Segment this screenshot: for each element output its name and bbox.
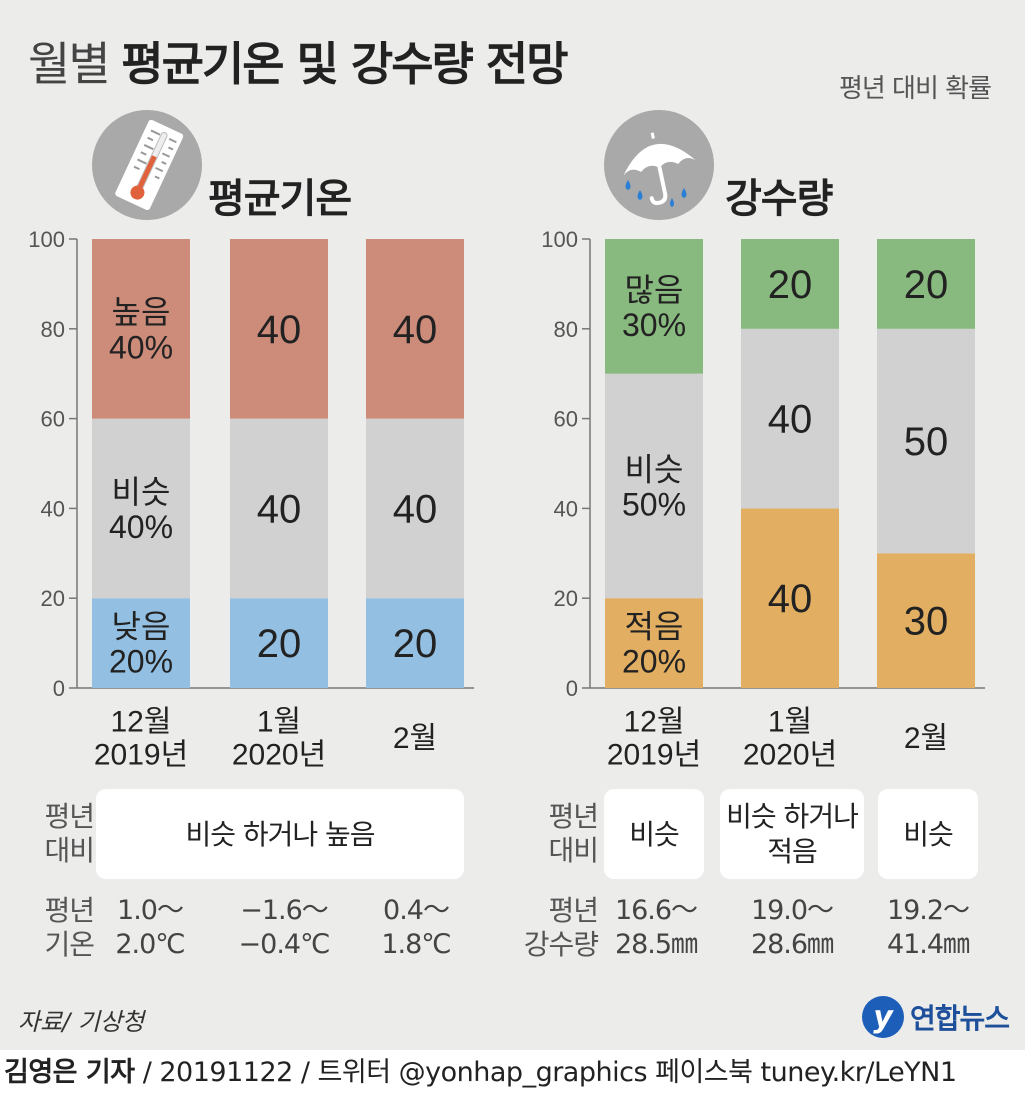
temp-tick-label-0: 0 <box>53 676 65 701</box>
temp-tick-label-40: 40 <box>41 496 65 521</box>
temp-normal-dec: 1.0～ 2.0℃ <box>115 895 185 960</box>
temp-bar-비슷-1 <box>230 418 328 599</box>
temp-tick-label-100: 100 <box>28 227 65 252</box>
title-main: 평균기온 및 강수량 전망 <box>121 37 568 91</box>
logo-text: 연합뉴스 <box>910 1002 1010 1035</box>
umbrella-rain-icon <box>604 110 714 220</box>
rain-bar-많음-0 <box>605 239 703 374</box>
temp-tick-label-80: 80 <box>41 317 65 342</box>
credit-author: 김영은 기자 <box>4 1057 135 1088</box>
temp-data-label-낮음-0: 낮음 20% <box>109 609 173 680</box>
stacked-bar-charts: 0 20 40 60 80 100 낮음 20% 비슷 40% 높음 40% 12월 2019년 20 40 4… <box>28 227 985 772</box>
temp-bar-비슷-0 <box>92 418 190 599</box>
temp-bar-낮음-0 <box>92 598 190 688</box>
temp-compare-label: 평년 대비 <box>44 800 95 867</box>
title-month: 월별 <box>28 37 111 91</box>
rain-compare-box-jan: 비슷 하거나 적음 <box>720 789 864 879</box>
rain-tick-label-80: 80 <box>554 317 578 342</box>
rain-bar-비슷-1 <box>741 328 839 509</box>
rain-category-label-1: 1월 2020년 <box>743 706 837 772</box>
rain-bar-많음-1 <box>741 239 839 329</box>
rain-panel-title: 강수량 <box>725 176 833 222</box>
rain-bar-적음-1 <box>741 508 839 688</box>
temp-category-label-2: 2월 <box>393 722 437 755</box>
rain-tick-label-40: 40 <box>554 496 578 521</box>
rain-bar-비슷-0 <box>605 373 703 599</box>
temp-panel-title: 평균기온 <box>208 176 352 222</box>
temp-compare-box: 비슷 하거나 높음 <box>96 789 464 879</box>
thermometer-icon <box>92 110 202 220</box>
logo-mark: y <box>862 996 904 1038</box>
rain-data-label-적음-1: 40 <box>768 577 813 621</box>
rain-bar-비슷-2 <box>877 328 975 554</box>
temp-normal-jan: −1.6～ −0.4℃ <box>238 895 331 960</box>
rain-compare-box-feb: 비슷 <box>878 789 978 879</box>
temp-bar-높음-1 <box>230 239 328 419</box>
temp-data-label-높음-2: 40 <box>393 308 438 352</box>
rain-tick-label-0: 0 <box>566 676 578 701</box>
rain-bar-적음-2 <box>877 553 975 688</box>
page-title: 월별 평균기온 및 강수량 전망 <box>28 28 569 94</box>
temp-category-label-0: 12월 2019년 <box>94 706 188 772</box>
temp-bar-낮음-1 <box>230 598 328 688</box>
temp-data-label-높음-0: 높음 40% <box>109 294 173 365</box>
temp-data-label-비슷-2: 40 <box>393 487 438 531</box>
rain-data-label-많음-0: 많음 30% <box>622 272 686 343</box>
rain-data-label-많음-1: 20 <box>768 263 813 307</box>
rain-tick-label-60: 60 <box>554 407 578 432</box>
temp-bar-높음-0 <box>92 239 190 419</box>
rain-bar-적음-0 <box>605 598 703 688</box>
yonhap-logo: y 연합뉴스 <box>862 996 1010 1038</box>
temp-tick-label-20: 20 <box>41 586 65 611</box>
rain-data-label-적음-2: 30 <box>904 600 949 644</box>
temp-data-label-비슷-0: 비슷 40% <box>109 474 173 545</box>
rain-data-label-많음-2: 20 <box>904 263 949 307</box>
rain-tick-label-100: 100 <box>541 227 578 252</box>
rain-normal-dec: 16.6～ 28.5㎜ <box>614 895 698 960</box>
rain-normal-feb: 19.2～ 41.4㎜ <box>886 895 970 960</box>
temp-category-label-1: 1월 2020년 <box>232 706 326 772</box>
rain-tick-label-20: 20 <box>554 586 578 611</box>
rain-normal-label: 평년 강수량 <box>523 894 599 961</box>
rain-data-label-비슷-2: 50 <box>904 420 949 464</box>
temp-data-label-낮음-2: 20 <box>393 622 438 666</box>
rain-category-label-0: 12월 2019년 <box>607 706 701 772</box>
rain-normal-jan: 19.0～ 28.6㎜ <box>750 895 834 960</box>
temp-bar-높음-2 <box>366 239 464 419</box>
temp-normal-feb: 0.4～ 1.8℃ <box>381 895 451 960</box>
rain-data-label-적음-0: 적음 20% <box>622 609 686 680</box>
rain-data-label-비슷-1: 40 <box>768 398 813 442</box>
temp-bar-낮음-2 <box>366 598 464 688</box>
credit-details: / 20191122 / 트위터 @yonhap_graphics 페이스북 t… <box>134 1057 957 1088</box>
temp-data-label-비슷-1: 40 <box>257 487 302 531</box>
temp-bar-비슷-2 <box>366 418 464 599</box>
temp-tick-label-60: 60 <box>41 407 65 432</box>
subtitle: 평년 대비 확률 <box>838 74 992 104</box>
credit-line: 김영은 기자 / 20191122 / 트위터 @yonhap_graphics… <box>0 1050 1025 1095</box>
rain-compare-label: 평년 대비 <box>548 800 599 867</box>
rain-bar-많음-2 <box>877 239 975 329</box>
temp-data-label-낮음-1: 20 <box>257 622 302 666</box>
source-note: 자료/ 기상청 <box>18 1008 145 1036</box>
rain-category-label-2: 2월 <box>904 722 948 755</box>
rain-data-label-비슷-0: 비슷 50% <box>622 451 686 522</box>
temp-data-label-높음-1: 40 <box>257 308 302 352</box>
temp-normal-label: 평년 기온 <box>44 894 95 961</box>
rain-compare-box-dec: 비슷 <box>604 789 704 879</box>
